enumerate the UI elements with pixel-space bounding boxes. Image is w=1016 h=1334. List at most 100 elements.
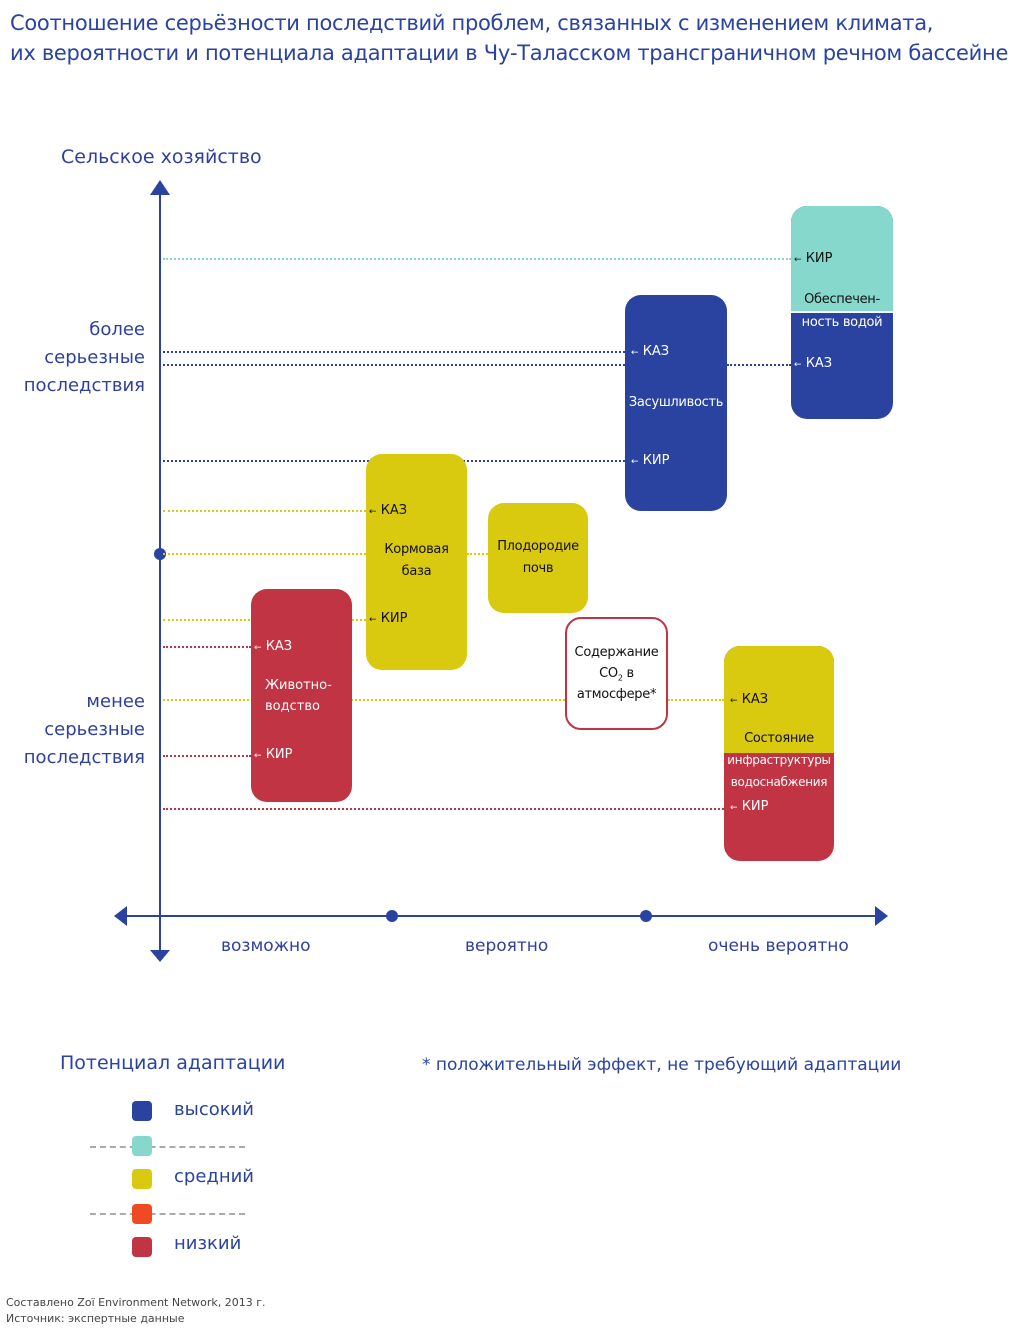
axes [114,180,888,962]
y-upper-1: более [89,319,145,340]
y-lower-2: серьезные [44,719,145,740]
co-text: CO [599,666,618,681]
issue-label: база [401,564,432,579]
issue-water-infrastructure: ← КАЗ Состояние инфраструктуры водоснабж… [724,646,834,861]
issue-label: Обеспечен- [804,292,880,307]
tag-kir: ← КИР [369,611,407,628]
issue-label: Кормовая [384,542,449,557]
x-axis-dot [386,910,398,922]
guide-line [163,364,625,366]
guide-line [467,553,488,555]
tag-text: КИР [642,453,670,468]
title-line-2: их вероятности и потенциала адаптации в … [10,41,1009,65]
issue-label: почв [522,561,554,576]
arrow-left-icon: ← [631,457,639,467]
issue-water-supply: ← КИР Обеспечен- ность водой ← КАЗ [791,206,893,419]
issue-drought: ← КАЗ Засушливость ← КИР [625,295,727,511]
guide-line [163,510,366,512]
footer-credit: Составлено Zoï Environment Network, 2013… [6,1296,266,1309]
y-upper-2: серьезные [44,347,145,368]
guide-line [163,808,724,810]
legend-swatch-high [132,1101,152,1121]
guide-line [163,755,251,757]
tag-kir: ← КИР [254,747,292,764]
guide-line [163,258,791,260]
y-lower-1: менее [86,691,145,712]
issue-co2: Содержание CO2 в атмосфере* [565,617,668,730]
tag-text: КИР [805,251,833,266]
tag-kaz: ← КАЗ [631,344,669,361]
x-arrow-right-icon [875,906,888,926]
y-label-upper: более серьезные последствия [24,316,145,400]
arrow-left-icon: ← [730,696,738,706]
y-label-lower: менее серьезные последствия [24,688,145,772]
arrow-left-icon: ← [730,803,738,813]
high-mid-segment [791,206,893,311]
issue-label: инфраструктуры [727,753,831,767]
guide-line [727,364,791,366]
guide-line [163,553,366,555]
tag-text: КАЗ [741,692,769,707]
footer: Составлено Zoï Environment Network, 2013… [6,1295,266,1327]
legend-swatch-mid-low [132,1204,152,1224]
arrow-left-icon: ← [369,507,377,517]
tag-text: КАЗ [380,503,408,518]
issue-label: Плодородие [497,539,579,554]
guide-line [163,699,565,701]
legend-title: Потенциал адаптации [60,1052,286,1074]
x-axis-dot [640,910,652,922]
issue-label: CO2 в [567,666,666,687]
tag-kaz: ← КАЗ [730,692,768,709]
x-label-likely: вероятно [465,936,549,956]
tag-kir: ← КИР [631,453,669,470]
tag-kir: ← КИР [794,251,832,268]
y-arrow-down-icon [150,950,170,962]
legend-swatch-high-mid [132,1136,152,1156]
issue-label: водство [265,699,320,714]
b-text: в [622,666,634,681]
x-label-possible: возможно [221,936,311,956]
issue-label: Состояние [744,731,814,746]
tag-kaz: ← КАЗ [369,503,407,520]
title-line-1: Соотношение серьёзности последствий проб… [10,11,934,35]
footnote: * положительный эффект, не требующий ада… [422,1055,902,1075]
arrow-left-icon: ← [369,615,377,625]
arrow-left-icon: ← [631,348,639,358]
y-lower-3: последствия [23,747,145,768]
legend-label-high: высокий [174,1099,254,1120]
tag-text: КИР [265,747,293,762]
issue-label: атмосфере* [576,687,657,702]
x-label-very-likely: очень вероятно [708,936,849,956]
divider [791,311,893,313]
issue-label: Содержание [574,645,659,660]
tag-kir: ← КИР [730,799,768,816]
legend-swatch-medium [132,1169,152,1189]
y-axis-dot [154,548,166,560]
legend-label-medium: средний [174,1166,255,1187]
arrow-left-icon: ← [254,643,262,653]
footer-source: Источник: экспертные данные [6,1312,185,1325]
y-upper-3: последствия [23,375,145,396]
arrow-left-icon: ← [794,360,802,370]
issue-soil-fertility: Плодородие почв [488,503,588,613]
issue-feed-base: ← КАЗ Кормовая база ← КИР [366,454,467,670]
arrow-left-icon: ← [254,751,262,761]
tag-text: КИР [741,799,769,814]
tag-kaz: ← КАЗ [254,639,292,656]
guide-line [668,699,724,701]
tag-text: КИР [380,611,408,626]
x-arrow-left-icon [114,906,127,926]
subscript: 2 [617,673,623,683]
issue-label: Животно- [265,678,332,693]
guide-line [163,351,625,353]
tag-text: КАЗ [805,356,833,371]
arrow-left-icon: ← [794,255,802,265]
issue-livestock: ← КАЗ Животно- водство ← КИР [251,589,352,802]
page-title: Соотношение серьёзности последствий проб… [10,8,1008,68]
tag-kaz: ← КАЗ [794,356,832,373]
legend-divider [90,1146,245,1148]
issue-label: ность водой [801,315,883,330]
legend-divider [90,1213,245,1215]
y-axis-title: Сельское хозяйство [61,146,262,168]
